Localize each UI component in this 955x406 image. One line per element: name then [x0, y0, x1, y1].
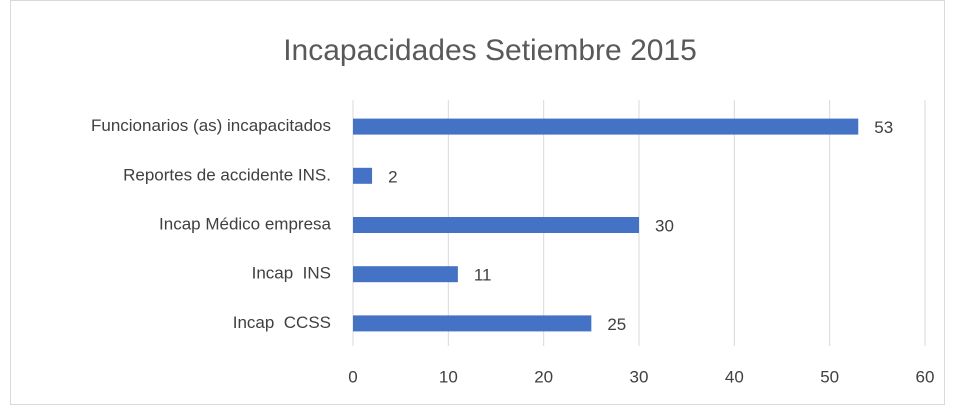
y-tick-label: Reportes de accidente INS. — [123, 165, 331, 184]
x-tick-label: 20 — [534, 367, 553, 386]
y-tick-label: Funcionarios (as) incapacitados — [91, 116, 331, 135]
data-label: 30 — [655, 216, 674, 235]
x-tick-label: 0 — [348, 367, 357, 386]
bar — [353, 217, 639, 233]
chart-title: Incapacidades Setiembre 2015 — [283, 34, 697, 67]
y-tick-label: Incap INS — [252, 264, 331, 283]
bar — [353, 118, 859, 135]
bar — [353, 266, 458, 283]
bar — [353, 315, 592, 332]
bar — [353, 167, 373, 184]
data-label: 25 — [607, 315, 626, 334]
x-tick-label: 50 — [820, 367, 839, 386]
x-tick-label: 30 — [630, 367, 649, 386]
data-label: 2 — [388, 167, 397, 186]
x-tick-label: 60 — [916, 367, 935, 386]
data-label: 53 — [874, 118, 893, 137]
data-label: 11 — [474, 266, 492, 285]
y-tick-label: Incap CCSS — [233, 313, 331, 332]
y-tick-label: Incap Médico empresa — [159, 214, 332, 233]
x-tick-label: 40 — [725, 367, 744, 386]
chart-frame — [10, 0, 945, 405]
x-tick-label: 10 — [439, 367, 458, 386]
